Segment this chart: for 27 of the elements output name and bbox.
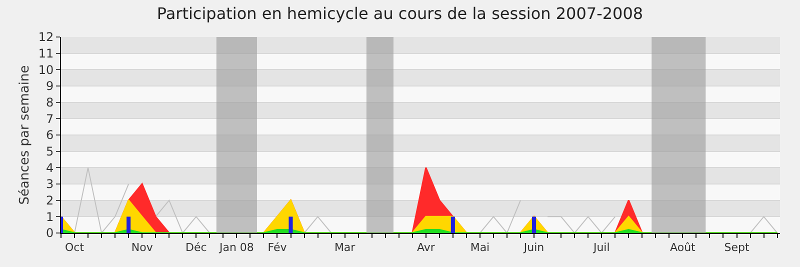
- x-tick-label: Juil: [592, 241, 610, 254]
- y-axis-title: Séances par semaine: [17, 65, 32, 205]
- y-tick-label: 6: [46, 128, 54, 142]
- x-tick-label: Déc: [186, 241, 207, 254]
- x-tick-label: Fév: [268, 241, 288, 254]
- y-tick-label: 8: [46, 96, 54, 110]
- x-tick-label: Avr: [416, 241, 436, 254]
- x-tick-label: Jan 08: [218, 241, 254, 254]
- y-tick-label: 11: [38, 46, 54, 61]
- x-tick-label: Sept: [724, 241, 750, 254]
- y-tick-label: 4: [46, 160, 54, 175]
- y-tick-label: 12: [38, 30, 54, 44]
- y-tick-label: 7: [46, 112, 54, 126]
- x-tick-label: Mai: [470, 241, 490, 254]
- x-tick-label: Juin: [522, 241, 544, 254]
- y-tick-label: 1: [46, 210, 54, 224]
- x-tick-label: Oct: [65, 241, 85, 254]
- y-tick-label: 0: [46, 226, 54, 240]
- y-tick-label: 9: [46, 79, 54, 94]
- y-tick-label: 3: [46, 177, 54, 192]
- y-tick-label: 10: [38, 62, 54, 77]
- x-tick-label: Nov: [131, 241, 154, 254]
- x-tick-label: Août: [670, 241, 696, 254]
- chart-title: Participation en hemicycle au cours de la session 2007-2008: [156, 4, 644, 24]
- x-tick-label: Mar: [334, 241, 356, 254]
- y-tick-label: 5: [46, 144, 54, 159]
- y-tick-label: 2: [46, 194, 54, 208]
